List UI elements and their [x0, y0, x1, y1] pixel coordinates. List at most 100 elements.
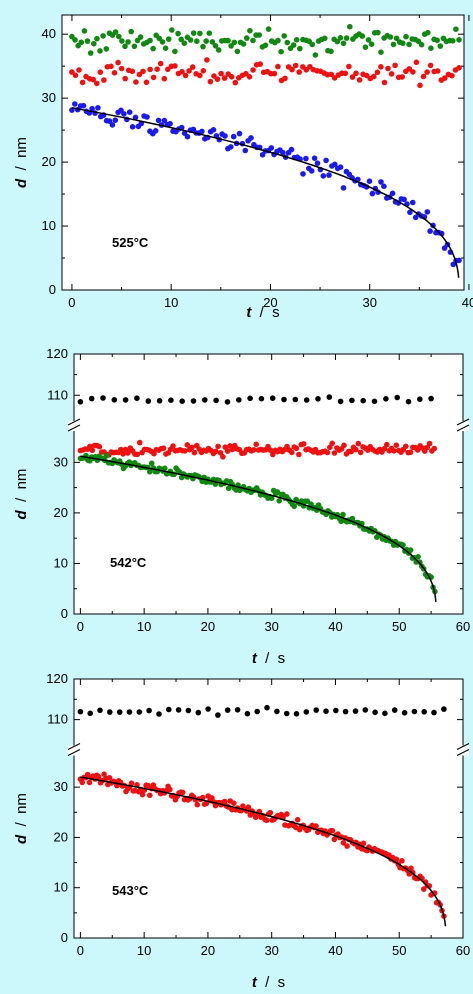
data-point [190, 398, 197, 404]
data-point [344, 843, 350, 849]
data-point [118, 446, 124, 453]
data-point [94, 35, 100, 42]
data-point [132, 114, 139, 121]
data-point [168, 397, 174, 404]
data-point [297, 45, 303, 52]
data-point [224, 707, 231, 713]
data-point [296, 69, 303, 75]
data-point [290, 42, 297, 48]
axis-break-mark [456, 749, 470, 756]
data-point [166, 706, 172, 713]
data-point [293, 445, 300, 452]
data-point [169, 27, 175, 33]
plot-frame [73, 353, 464, 615]
data-point [88, 395, 95, 402]
data-point [131, 43, 138, 50]
data-point [161, 117, 168, 124]
axis-break-mark [456, 424, 470, 432]
axis-break-gap [68, 745, 80, 756]
x-axis-var: t [246, 304, 252, 321]
data-point [450, 38, 456, 44]
data-point [381, 183, 387, 190]
data-point [118, 65, 125, 72]
data-point [157, 60, 164, 67]
data-point [194, 801, 201, 808]
data-point [184, 133, 191, 140]
data-point [303, 155, 309, 162]
data-point [391, 707, 398, 713]
data-point [349, 74, 356, 80]
data-point [215, 443, 221, 450]
data-point [199, 128, 205, 135]
data-point [387, 34, 394, 40]
data-point [247, 27, 253, 34]
data-point [190, 30, 197, 36]
data-point [371, 398, 378, 405]
data-point [269, 395, 276, 402]
y-tick-label: 10 [42, 218, 56, 233]
x-tick-label: 50 [392, 943, 406, 958]
fit-curve [80, 776, 447, 927]
data-point [268, 145, 275, 151]
data-point [442, 75, 448, 81]
data-point [389, 190, 396, 197]
data-point [134, 451, 141, 458]
data-point [150, 45, 156, 52]
data-point [161, 75, 168, 82]
data-point [111, 70, 118, 76]
x-tick-label: 30 [362, 295, 376, 310]
data-point [100, 33, 106, 39]
data-point [103, 46, 110, 52]
y-axis-unit: / nm [13, 137, 30, 179]
y-axis-unit: / nm [13, 469, 30, 511]
data-point [357, 449, 364, 456]
data-point [312, 52, 319, 58]
chart-panel-525: 0 10 20 30 40 0 10 20 30 40 525°C t / s d / nm [13, 14, 473, 321]
data-point [427, 62, 434, 69]
data-point [116, 709, 123, 715]
y-tick-label: 0 [61, 606, 68, 621]
data-point [194, 38, 200, 44]
data-point [408, 865, 414, 872]
data-point [240, 41, 247, 47]
data-point [147, 792, 153, 799]
data-point [418, 41, 425, 48]
data-point [258, 395, 265, 402]
data-point [417, 559, 423, 565]
data-point [145, 398, 152, 404]
y-tick-label: 10 [54, 880, 68, 895]
data-point [342, 70, 349, 77]
data-point [289, 66, 295, 73]
data-point [390, 41, 397, 48]
data-point [284, 811, 290, 817]
data-point [414, 447, 421, 453]
data-point [128, 780, 135, 786]
data-point [270, 451, 276, 458]
data-point [311, 155, 318, 161]
data-point [326, 394, 333, 400]
data-point [182, 448, 188, 454]
x-axis-unit: / s [257, 974, 285, 991]
data-point [343, 35, 350, 41]
data-point [204, 57, 210, 63]
data-point [95, 105, 101, 111]
data-point [392, 62, 398, 69]
data-point [374, 69, 381, 76]
data-point [275, 63, 281, 70]
data-point [120, 451, 126, 457]
data-point [134, 395, 140, 402]
data-point [136, 709, 143, 715]
data-point [366, 178, 373, 184]
data-point [203, 38, 209, 44]
data-point [97, 48, 103, 54]
data-point [405, 398, 412, 405]
data-point [147, 469, 153, 475]
data-point [456, 37, 462, 43]
x-axis-var: t [252, 974, 258, 991]
data-point [323, 708, 329, 714]
y-tick-label: 110 [47, 387, 68, 402]
data-point [156, 398, 163, 404]
data-point [184, 442, 191, 448]
data-point [125, 39, 131, 45]
data-point [347, 23, 353, 30]
